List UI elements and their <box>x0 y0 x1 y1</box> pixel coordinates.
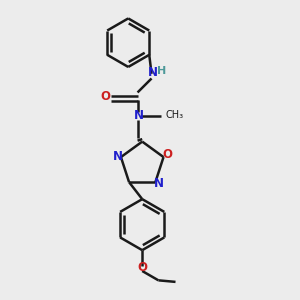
Text: CH₃: CH₃ <box>166 110 184 120</box>
Text: N: N <box>134 109 143 122</box>
Text: N: N <box>113 150 123 163</box>
Text: O: O <box>100 90 110 103</box>
Text: N: N <box>148 66 158 80</box>
Text: N: N <box>154 177 164 190</box>
Text: H: H <box>157 66 167 76</box>
Text: O: O <box>162 148 172 161</box>
Text: O: O <box>138 261 148 274</box>
